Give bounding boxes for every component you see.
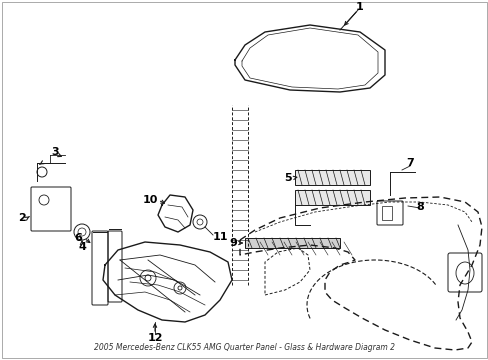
Text: 4: 4 <box>78 242 86 252</box>
Text: 12: 12 <box>147 333 163 343</box>
Text: 6: 6 <box>74 233 82 243</box>
Bar <box>294 190 369 205</box>
Text: 2005 Mercedes-Benz CLK55 AMG Quarter Panel - Glass & Hardware Diagram 2: 2005 Mercedes-Benz CLK55 AMG Quarter Pan… <box>93 343 394 352</box>
Text: 3: 3 <box>51 147 59 157</box>
Bar <box>244 238 339 248</box>
Bar <box>294 170 369 185</box>
Text: 1: 1 <box>355 2 363 12</box>
Text: 5: 5 <box>284 173 291 183</box>
Text: 7: 7 <box>406 158 413 168</box>
Text: 9: 9 <box>228 238 237 248</box>
Text: 10: 10 <box>142 195 157 205</box>
Text: 8: 8 <box>415 202 423 212</box>
Text: 11: 11 <box>212 232 227 242</box>
Bar <box>381 206 391 220</box>
Text: 2: 2 <box>18 213 26 223</box>
